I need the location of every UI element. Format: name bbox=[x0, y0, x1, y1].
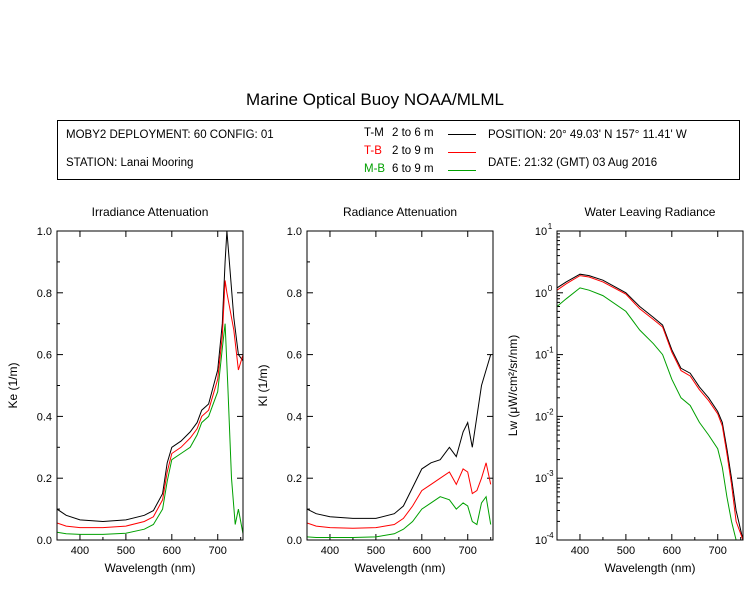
y-tick-label: 10 bbox=[535, 473, 547, 485]
x-tick-label: 400 bbox=[571, 545, 589, 557]
page-title: Marine Optical Buoy NOAA/MLML bbox=[246, 90, 504, 109]
y-tick-label: 0.0 bbox=[287, 535, 302, 547]
deployment-text: MOBY2 DEPLOYMENT: 60 CONFIG: 01 bbox=[66, 129, 274, 141]
y-tick-label: 10 bbox=[535, 350, 547, 362]
x-tick-label: 400 bbox=[321, 545, 339, 557]
y-tick-label: 0.2 bbox=[287, 473, 302, 485]
plot-frame bbox=[556, 230, 744, 541]
y-tick-label: 0.0 bbox=[37, 535, 52, 547]
legend-code-mb: M-B bbox=[364, 163, 386, 175]
y-tick-exponent: 1 bbox=[548, 222, 553, 231]
legend-code-tb: T-B bbox=[364, 145, 382, 157]
y-tick-label: 10 bbox=[535, 288, 547, 300]
station-text: STATION: Lanai Mooring bbox=[66, 157, 194, 169]
y-tick-label: 0.8 bbox=[37, 288, 52, 300]
legend-line-tb bbox=[448, 152, 476, 153]
x-tick-label: 500 bbox=[117, 545, 135, 557]
y-axis-label: Ke (1/m) bbox=[6, 362, 20, 408]
x-axis-label: Wavelength (nm) bbox=[355, 561, 446, 575]
y-tick-exponent: -2 bbox=[546, 407, 554, 416]
y-tick-exponent: 0 bbox=[548, 284, 553, 293]
chart-title: Radiance Attenuation bbox=[343, 205, 457, 219]
y-tick-exponent: -4 bbox=[546, 531, 554, 540]
y-tick-label: 0.6 bbox=[287, 350, 302, 362]
legend-code-tm: T-M bbox=[364, 127, 384, 139]
legend-depth-mb: 6 to 9 m bbox=[392, 163, 434, 175]
legend-line-mb bbox=[448, 170, 476, 171]
legend-depth-tb: 2 to 9 m bbox=[392, 145, 434, 157]
series-line-3 bbox=[307, 495, 492, 538]
x-tick-label: 500 bbox=[367, 545, 385, 557]
y-tick-exponent: -1 bbox=[546, 346, 554, 355]
y-axis-label: Kl (1/m) bbox=[256, 364, 270, 406]
date-text: DATE: 21:32 (GMT) 03 Aug 2016 bbox=[488, 157, 658, 169]
chart-title: Water Leaving Radiance bbox=[585, 205, 716, 219]
y-tick-exponent: -3 bbox=[546, 469, 554, 478]
x-tick-label: 600 bbox=[413, 545, 431, 557]
x-axis-label: Wavelength (nm) bbox=[605, 561, 696, 575]
series-line-1 bbox=[557, 273, 743, 540]
y-tick-label: 10 bbox=[535, 411, 547, 423]
series-line-1 bbox=[307, 354, 492, 519]
y-tick-label: 0.4 bbox=[287, 411, 302, 423]
y-tick-label: 1.0 bbox=[287, 226, 302, 238]
y-tick-label: 0.4 bbox=[37, 411, 52, 423]
position-text: POSITION: 20° 49.03' N 157° 11.41' W bbox=[488, 129, 687, 141]
x-tick-label: 700 bbox=[209, 545, 227, 557]
x-tick-label: 700 bbox=[709, 545, 727, 557]
x-tick-label: 400 bbox=[71, 545, 89, 557]
chart-1: Irradiance Attenuation 400 500 600 700 Wavele… bbox=[6, 205, 244, 575]
series-line-3 bbox=[57, 323, 243, 535]
y-tick-label: 1.0 bbox=[37, 226, 52, 238]
y-axis-label: Lw (μW/cm²/sr/nm) bbox=[506, 335, 520, 437]
x-axis-label: Wavelength (nm) bbox=[105, 561, 196, 575]
x-tick-label: 700 bbox=[459, 545, 477, 557]
legend-line-tm bbox=[448, 134, 476, 135]
plot-frame bbox=[306, 230, 494, 541]
chart-3: Water Leaving Radiance 400 500 600 700 Wavele… bbox=[506, 205, 744, 575]
plot-frame bbox=[56, 230, 244, 541]
series-line-2 bbox=[307, 462, 492, 529]
y-tick-label: 0.2 bbox=[37, 473, 52, 485]
legend-depth-tm: 2 to 6 m bbox=[392, 127, 434, 139]
series-line-2 bbox=[57, 280, 243, 529]
chart-2: Radiance Attenuation 400 500 600 700 Waveleng… bbox=[256, 205, 494, 575]
x-tick-label: 500 bbox=[617, 545, 635, 557]
y-tick-label: 10 bbox=[535, 535, 547, 547]
series-line-3 bbox=[557, 287, 743, 540]
x-tick-label: 600 bbox=[163, 545, 181, 557]
y-tick-label: 10 bbox=[535, 226, 547, 238]
y-tick-label: 0.6 bbox=[37, 350, 52, 362]
series-line-2 bbox=[557, 275, 743, 540]
series-line-1 bbox=[57, 231, 243, 523]
info-box: MOBY2 DEPLOYMENT: 60 CONFIG: 01 STATION:… bbox=[57, 120, 740, 180]
y-tick-label: 0.8 bbox=[287, 288, 302, 300]
chart-title: Irradiance Attenuation bbox=[92, 205, 209, 219]
x-tick-label: 600 bbox=[663, 545, 681, 557]
